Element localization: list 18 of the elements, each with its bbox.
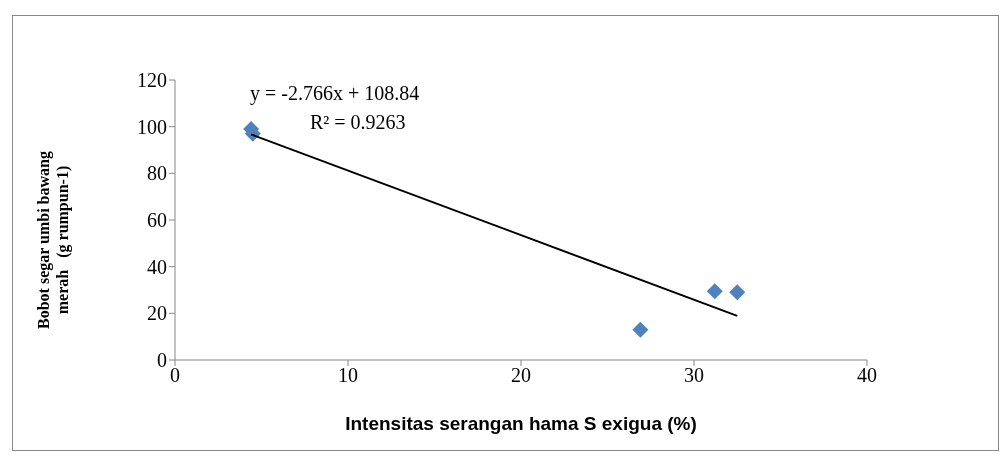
y-tick-label: 40: [147, 255, 167, 278]
point: [706, 283, 723, 300]
y-tick-label: 120: [137, 69, 167, 92]
annotation: y = -2.766x + 108.84: [250, 82, 420, 105]
y-tick-label: 0: [157, 349, 167, 372]
x-tick-label: 40: [857, 364, 877, 387]
point: [632, 321, 649, 338]
annotation: R² = 0.9263: [310, 111, 406, 134]
y-tick-label: 20: [147, 302, 167, 325]
y-axis-title: Bobot segar umbi bawang merah (g rumpun-1): [35, 151, 72, 329]
x-tick-label: 30: [684, 364, 704, 387]
x-tick-label: 10: [338, 364, 358, 387]
point: [729, 284, 746, 301]
y-tick-label: 80: [147, 162, 167, 185]
x-axis-title: Intensitas serangan hama S exigua (%): [345, 413, 697, 434]
y-tick-label: 100: [137, 115, 167, 138]
x-tick-label: 20: [511, 364, 531, 387]
y-tick-label: 60: [147, 209, 167, 232]
